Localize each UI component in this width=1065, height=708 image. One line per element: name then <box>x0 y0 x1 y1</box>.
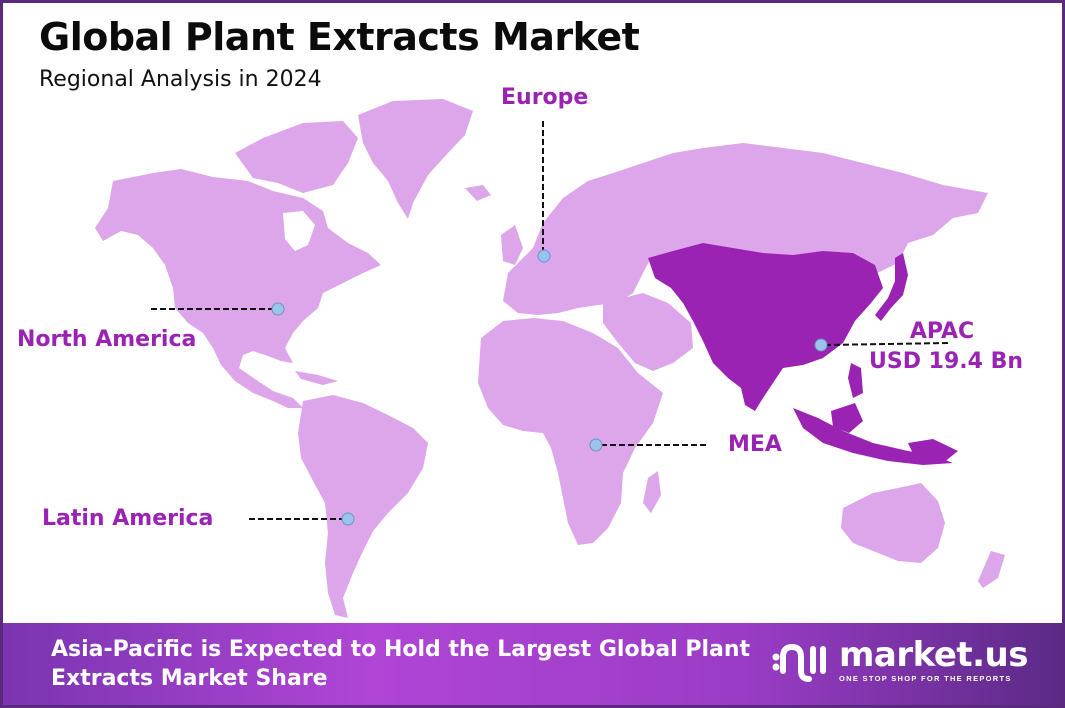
landmass-iceland <box>465 185 491 201</box>
landmass-borneo <box>831 403 863 433</box>
marker-europe <box>537 249 551 263</box>
region-label-apac: APAC USD 19.4 Bn <box>869 317 1023 377</box>
apac-value: USD 19.4 Bn <box>869 349 1023 374</box>
landmass-madagascar <box>643 471 661 513</box>
page-title: Global Plant Extracts Market <box>39 15 640 59</box>
market-us-logo-icon <box>772 643 826 682</box>
brand-logo: market.us ONE STOP SHOP FOR THE REPORTS <box>771 634 1029 683</box>
landmass-caribbean <box>295 371 338 385</box>
marker-mea <box>589 438 603 452</box>
landmass-africa <box>478 318 663 545</box>
landmass-greenland <box>358 99 473 219</box>
footer-headline: Asia-Pacific is Expected to Hold the Lar… <box>51 637 751 691</box>
landmass-new-guinea <box>908 439 958 463</box>
footer-banner: Asia-Pacific is Expected to Hold the Lar… <box>3 623 1062 705</box>
landmass-australia <box>841 483 945 563</box>
marker-latin-america <box>341 512 355 526</box>
landmass-philippines <box>848 363 863 398</box>
marker-north-america <box>271 302 285 316</box>
region-label-north-america: North America <box>17 327 197 352</box>
hudson-bay <box>283 211 315 251</box>
brand-name: market.us <box>838 634 1029 675</box>
landmass-south-america <box>298 395 428 618</box>
landmass-middle-east <box>603 293 693 371</box>
region-label-europe: Europe <box>501 85 589 110</box>
landmass-arctic-islands <box>235 121 358 193</box>
landmass-uk <box>501 225 523 265</box>
marker-apac <box>814 338 828 352</box>
leader-line-apac <box>824 342 949 346</box>
region-label-latin-america: Latin America <box>42 506 214 531</box>
page-subtitle: Regional Analysis in 2024 <box>39 67 322 92</box>
brand-tagline: ONE STOP SHOP FOR THE REPORTS <box>838 673 1012 683</box>
apac-label: APAC <box>909 319 975 344</box>
region-label-mea: MEA <box>728 432 782 457</box>
landmass-japan <box>875 253 908 321</box>
landmass-new-zealand <box>978 551 1005 588</box>
world-map <box>95 99 1005 618</box>
landmass-north-america <box>95 169 381 408</box>
landmass-apac <box>648 243 883 411</box>
